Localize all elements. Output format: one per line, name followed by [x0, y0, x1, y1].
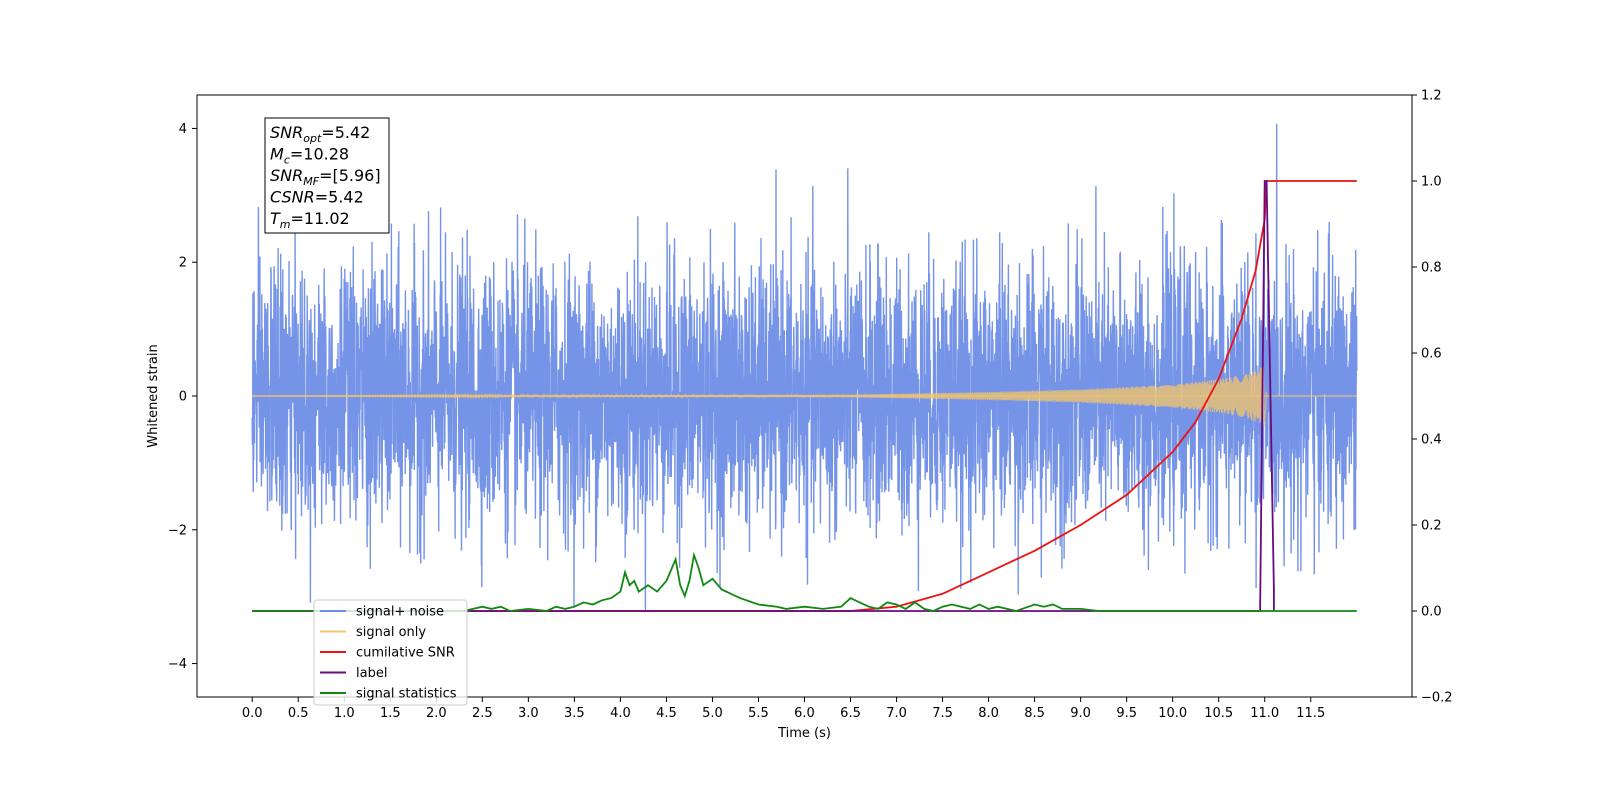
y-left-tick-label: 2 — [179, 256, 187, 271]
annotation-line: CSNR=5.42 — [270, 188, 364, 207]
annotation-symbol: SNR — [270, 123, 303, 142]
x-tick-label: 7.5 — [932, 706, 953, 721]
x-tick-label: 1.5 — [380, 706, 401, 721]
annotation-value: =[5.96] — [319, 166, 381, 185]
y-right-tick-label: 0.0 — [1421, 605, 1442, 620]
x-tick-label: 8.5 — [1024, 706, 1045, 721]
annotation-value: =5.42 — [321, 123, 370, 142]
annotation-value: =5.42 — [315, 188, 364, 207]
x-tick-label: 10.5 — [1204, 706, 1233, 721]
x-tick-label: 2.0 — [426, 706, 447, 721]
y-right-tick-label: 0.8 — [1421, 261, 1442, 276]
annotation-symbol: SNR — [270, 166, 303, 185]
x-tick-label: 0.5 — [288, 706, 309, 721]
x-tick-label: 11.5 — [1296, 706, 1325, 721]
legend-frame — [313, 599, 468, 706]
x-tick-label: 0.0 — [242, 706, 263, 721]
annotation-line: SNRMF=[5.96] — [270, 166, 381, 188]
annotation-subscript: opt — [303, 132, 322, 145]
x-tick-label: 5.5 — [748, 706, 769, 721]
y-right-tick-label: 1.0 — [1421, 175, 1442, 190]
annotation-subscript: c — [284, 154, 290, 167]
series-signal-statistics — [252, 551, 1357, 612]
x-tick-label: 10.0 — [1158, 706, 1187, 721]
x-tick-label: 6.0 — [794, 706, 815, 721]
annotation-subscript: m — [280, 218, 291, 231]
plot-area — [251, 123, 1358, 612]
y-left-tick-label: 0 — [179, 390, 187, 405]
annotation-frame — [264, 117, 390, 234]
x-tick-label: 5.0 — [702, 706, 723, 721]
annotation-box: SNRopt=5.42Mc=10.28SNRMF=[5.96]CSNR=5.42… — [264, 117, 390, 234]
x-tick-label: 2.5 — [472, 706, 493, 721]
x-tick-label: 3.0 — [518, 706, 539, 721]
x-tick-label: 4.5 — [656, 706, 677, 721]
annotation-symbol: T — [270, 209, 281, 228]
axes: 0.0 0.5 1.0 1.5 2.0 2.5 3.0 3.5 4.0 4.5 5.0 5.5 6.0 6… — [146, 89, 1453, 742]
legend-label: signal only — [356, 625, 426, 640]
series-signal-noise — [251, 123, 1358, 611]
annotation-line: SNRopt=5.42 — [270, 123, 370, 145]
x-tick-label: 1.0 — [334, 706, 355, 721]
annotation-line: Tm=11.02 — [270, 209, 350, 231]
x-tick-label: 6.5 — [840, 706, 861, 721]
x-tick-label: 7.0 — [886, 706, 907, 721]
legend-label: cumilative SNR — [356, 646, 455, 661]
y-right-tick-label: 0.6 — [1421, 347, 1442, 362]
series-cumilative-snr — [252, 180, 1357, 612]
x-tick-label: 9.5 — [1116, 706, 1137, 721]
x-tick-label: 3.5 — [564, 706, 585, 721]
legend-label: label — [356, 666, 387, 681]
annotation-symbol: M — [270, 145, 284, 164]
y-right-tick-label: 0.4 — [1421, 433, 1442, 448]
x-axis-label: Time (s) — [777, 726, 831, 741]
y-right-tick-label: 1.2 — [1421, 89, 1442, 104]
y-right-tick-label: −0.2 — [1421, 691, 1453, 706]
annotation-line: Mc=10.28 — [270, 145, 349, 167]
x-tick-label: 9.0 — [1070, 706, 1091, 721]
y-right-tick-label: 0.2 — [1421, 519, 1442, 534]
annotation-subscript: MF — [303, 175, 319, 188]
legend: signal+ noise signal only cumilative SNR la… — [313, 599, 468, 706]
legend-label: signal statistics — [356, 687, 457, 702]
legend-label: signal+ noise — [356, 605, 444, 620]
x-tick-label: 11.0 — [1250, 706, 1279, 721]
y-axis-label: Whitened strain — [146, 344, 161, 447]
annotation-value: =10.28 — [290, 145, 349, 164]
y-left-tick-label: −4 — [168, 657, 187, 672]
x-tick-label: 8.0 — [978, 706, 999, 721]
annotation-symbol: CSNR — [270, 188, 315, 207]
y-left-tick-label: −2 — [168, 523, 187, 538]
y-left-tick-label: 4 — [179, 122, 187, 137]
x-tick-label: 4.0 — [610, 706, 631, 721]
annotation-value: =11.02 — [291, 209, 350, 228]
